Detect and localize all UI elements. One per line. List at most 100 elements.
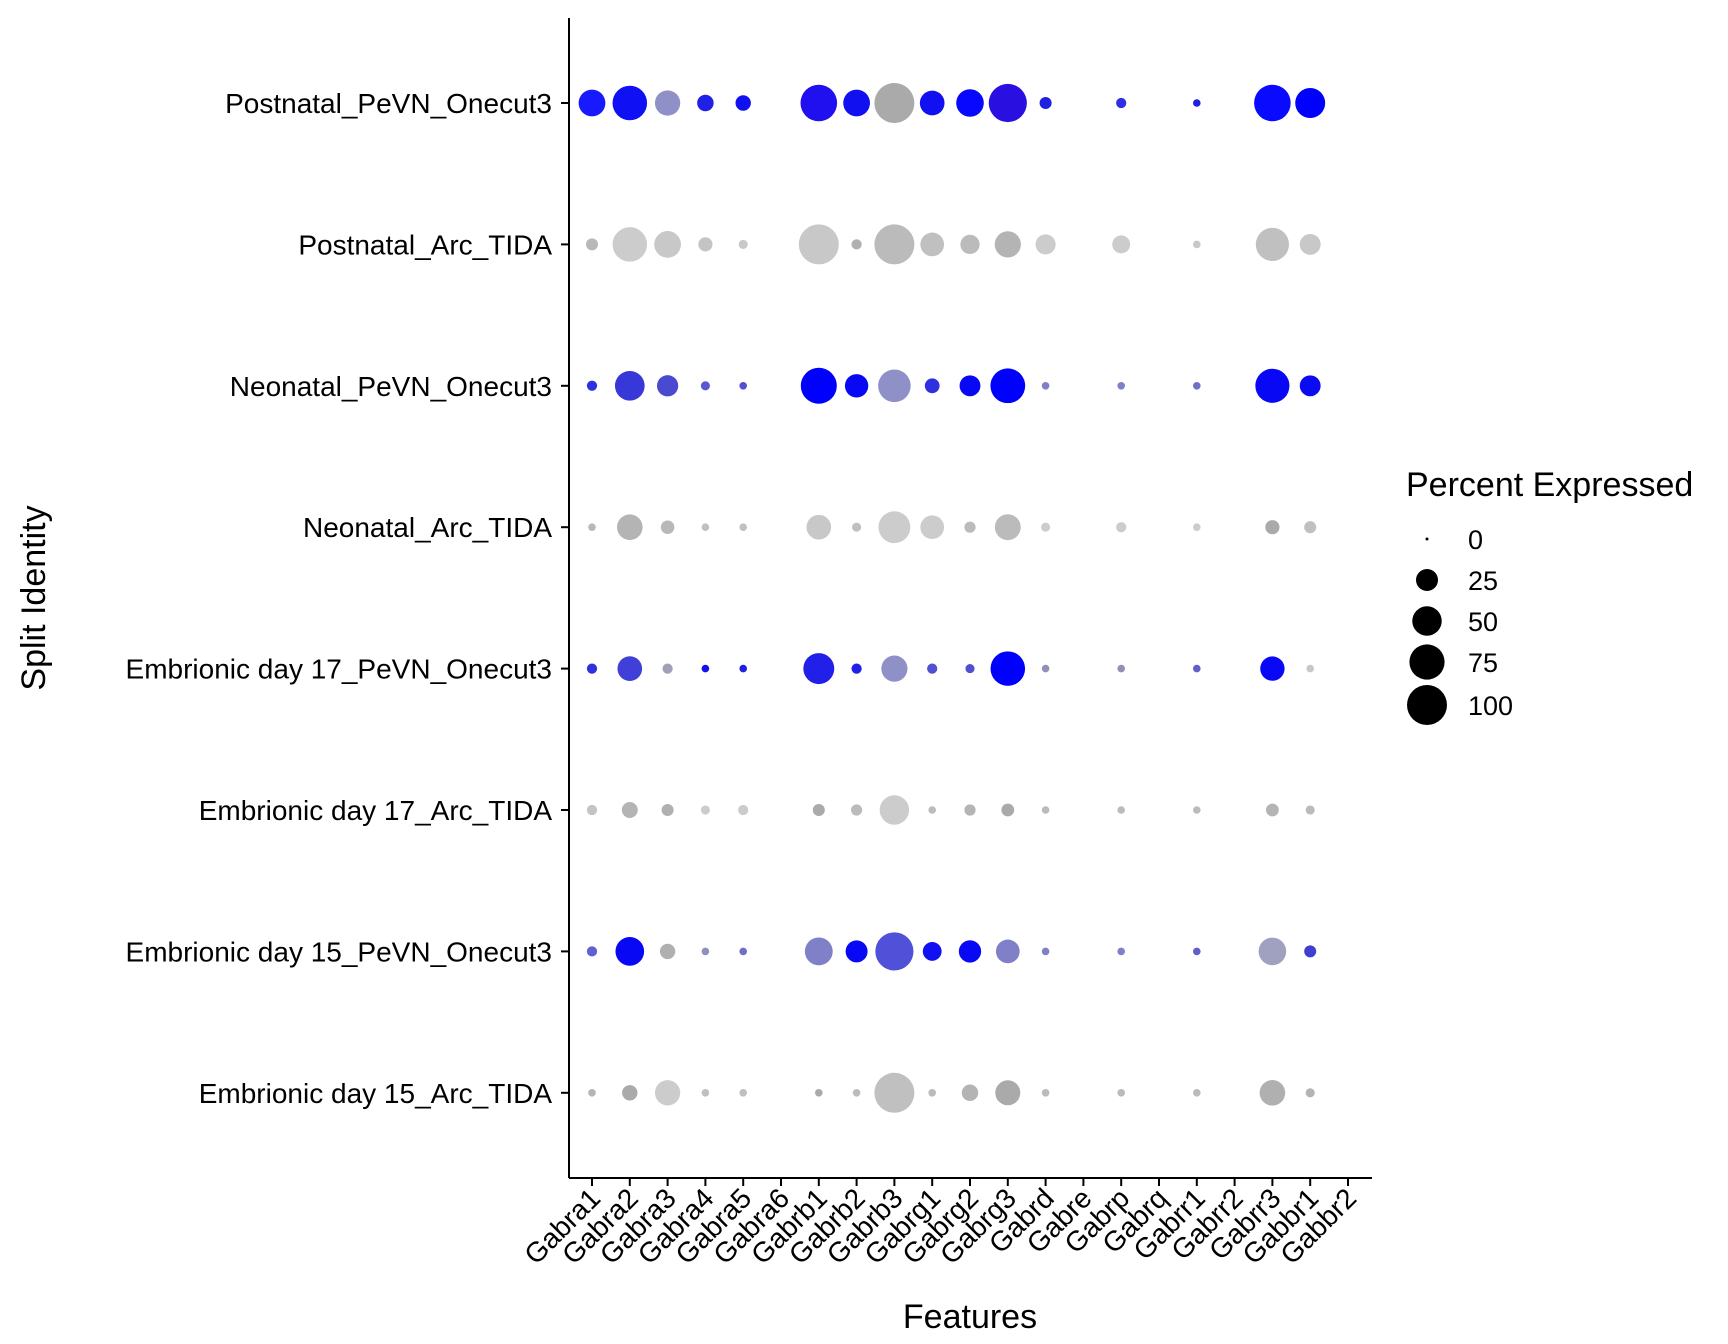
dot-Embrionic-day-15_Arc_TIDA-Gabrr1 xyxy=(1193,1089,1201,1097)
dot-Neonatal_Arc_TIDA-Gabrg3 xyxy=(994,514,1021,541)
dot-Embrionic-day-15_PeVN_Onecut3-Gabrg3 xyxy=(995,939,1020,964)
dot-Postnatal_PeVN_Onecut3-Gabrb3 xyxy=(874,83,915,123)
dot-Embrionic-day-15_Arc_TIDA-Gabrg2 xyxy=(961,1084,979,1102)
legend-title: Percent Expressed xyxy=(1406,466,1693,504)
dot-Postnatal_Arc_TIDA-Gabrb2 xyxy=(851,239,862,250)
dot-Postnatal_PeVN_Onecut3-Gabrg3 xyxy=(988,83,1027,123)
dot-Postnatal_Arc_TIDA-Gabra2 xyxy=(612,227,648,262)
dot-Embrionic-day-17_Arc_TIDA-Gabrr3 xyxy=(1265,803,1279,817)
dot-Embrionic-day-17_Arc_TIDA-Gabrr1 xyxy=(1193,806,1201,814)
dot-Embrionic-day-15_Arc_TIDA-Gabra4 xyxy=(701,1089,710,1097)
y-tick-label: Embrionic day 17_Arc_TIDA xyxy=(199,795,553,826)
dot-Embrionic-day-17_PeVN_Onecut3-Gabra4 xyxy=(701,664,710,673)
dot-Postnatal_Arc_TIDA-Gabra5 xyxy=(738,239,748,249)
dot-Neonatal_PeVN_Onecut3-Gabrp xyxy=(1117,382,1125,390)
dot-Postnatal_Arc_TIDA-Gabrd xyxy=(1035,234,1056,255)
dot-Postnatal_PeVN_Onecut3-Gabra3 xyxy=(654,90,681,116)
dot-Embrionic-day-17_Arc_TIDA-Gabra3 xyxy=(661,803,674,817)
dot-Neonatal_PeVN_Onecut3-Gabrd xyxy=(1041,382,1050,390)
dot-Embrionic-day-15_Arc_TIDA-Gabrg1 xyxy=(928,1089,936,1097)
dot-Embrionic-day-17_Arc_TIDA-Gabra4 xyxy=(700,805,710,815)
dot-Embrionic-day-15_PeVN_Onecut3-Gabrp xyxy=(1117,947,1125,956)
dot-Postnatal_Arc_TIDA-Gabrg1 xyxy=(920,232,945,257)
legend-dot xyxy=(1412,606,1442,636)
dot-Embrionic-day-17_PeVN_Onecut3-Gabrd xyxy=(1041,664,1050,673)
dot-Postnatal_PeVN_Onecut3-Gabrg2 xyxy=(956,89,984,117)
dot-Postnatal_Arc_TIDA-Gabrr1 xyxy=(1193,240,1201,249)
dot-Neonatal_PeVN_Onecut3-Gabrg2 xyxy=(959,375,981,397)
dot-Embrionic-day-15_PeVN_Onecut3-Gabra3 xyxy=(659,943,676,960)
dot-Embrionic-day-15_Arc_TIDA-Gabrd xyxy=(1041,1089,1050,1097)
dot-Neonatal_Arc_TIDA-Gabrp xyxy=(1116,522,1127,533)
dot-Postnatal_Arc_TIDA-Gabra3 xyxy=(654,231,681,258)
dot-Postnatal_Arc_TIDA-Gabrp xyxy=(1112,235,1131,254)
legend-label: 50 xyxy=(1468,607,1498,637)
dot-Embrionic-day-15_PeVN_Onecut3-Gabra1 xyxy=(586,946,598,957)
dot-Neonatal_Arc_TIDA-Gabra2 xyxy=(617,514,643,540)
dot-Embrionic-day-17_PeVN_Onecut3-Gabrb2 xyxy=(851,663,862,674)
x-tick-layer: Gabra1Gabra2Gabra3Gabra4Gabra5Gabra6Gabr… xyxy=(518,1178,1362,1270)
dot-Postnatal_PeVN_Onecut3-Gabrb2 xyxy=(843,89,870,117)
dot-Postnatal_PeVN_Onecut3-Gabra4 xyxy=(697,94,714,112)
legend-label: 25 xyxy=(1468,566,1498,596)
dot-Neonatal_Arc_TIDA-Gabra4 xyxy=(701,523,710,531)
dot-Postnatal_PeVN_Onecut3-Gabrp xyxy=(1116,97,1127,109)
dot-Postnatal_PeVN_Onecut3-Gabrb1 xyxy=(800,84,838,122)
dot-Postnatal_Arc_TIDA-Gabra1 xyxy=(585,238,599,251)
dot-Embrionic-day-17_Arc_TIDA-Gabrg1 xyxy=(928,806,936,814)
dot-Embrionic-day-17_PeVN_Onecut3-Gabra1 xyxy=(586,663,598,674)
legend-label: 100 xyxy=(1468,691,1513,721)
dot-Embrionic-day-15_PeVN_Onecut3-Gabbr1 xyxy=(1304,945,1317,958)
dot-Embrionic-day-17_PeVN_Onecut3-Gabrg2 xyxy=(965,664,975,674)
dot-Neonatal_Arc_TIDA-Gabra5 xyxy=(739,523,747,531)
dot-Embrionic-day-17_PeVN_Onecut3-Gabra5 xyxy=(739,664,747,673)
dot-Embrionic-day-15_Arc_TIDA-Gabbr1 xyxy=(1305,1088,1315,1098)
dot-Neonatal_Arc_TIDA-Gabrr3 xyxy=(1265,520,1280,535)
legend-label: 0 xyxy=(1468,525,1483,555)
dot-Embrionic-day-17_PeVN_Onecut3-Gabra3 xyxy=(662,663,673,674)
dot-Embrionic-day-17_PeVN_Onecut3-Gabrb3 xyxy=(881,655,908,682)
x-axis-title: Features xyxy=(903,1298,1037,1336)
dot-Neonatal_Arc_TIDA-Gabrd xyxy=(1041,522,1051,532)
dot-Neonatal_PeVN_Onecut3-Gabrg1 xyxy=(924,378,940,394)
dot-Embrionic-day-15_Arc_TIDA-Gabra3 xyxy=(654,1080,681,1106)
legend-dot xyxy=(1425,537,1429,541)
dot-Neonatal_PeVN_Onecut3-Gabrr1 xyxy=(1193,382,1201,390)
y-axis-title: Split Identity xyxy=(15,505,53,690)
dot-Postnatal_PeVN_Onecut3-Gabra2 xyxy=(612,85,648,121)
dot-Embrionic-day-17_PeVN_Onecut3-Gabrp xyxy=(1117,664,1125,673)
legend-dot xyxy=(1409,644,1445,680)
dot-Postnatal_PeVN_Onecut3-Gabrg1 xyxy=(919,90,945,116)
dot-Neonatal_PeVN_Onecut3-Gabrb2 xyxy=(844,374,869,398)
dot-Embrionic-day-15_PeVN_Onecut3-Gabra2 xyxy=(615,937,645,966)
legend-dot xyxy=(1416,569,1438,591)
dot-Embrionic-day-17_PeVN_Onecut3-Gabrg3 xyxy=(990,651,1026,686)
dot-Embrionic-day-15_Arc_TIDA-Gabra5 xyxy=(739,1089,747,1097)
dot-Neonatal_PeVN_Onecut3-Gabrg3 xyxy=(990,368,1026,404)
dot-Embrionic-day-15_PeVN_Onecut3-Gabrb3 xyxy=(875,932,914,971)
dot-Neonatal_Arc_TIDA-Gabrr1 xyxy=(1193,523,1201,531)
y-tick-label: Postnatal_Arc_TIDA xyxy=(298,229,552,260)
legend-label: 75 xyxy=(1468,648,1498,678)
dot-Neonatal_Arc_TIDA-Gabra1 xyxy=(588,523,596,531)
dot-Neonatal_Arc_TIDA-Gabra3 xyxy=(660,520,675,534)
dot-Embrionic-day-17_Arc_TIDA-Gabrb1 xyxy=(812,803,825,817)
dot-Embrionic-day-15_Arc_TIDA-Gabrp xyxy=(1117,1089,1125,1097)
dot-Embrionic-day-17_Arc_TIDA-Gabrb2 xyxy=(851,804,863,816)
dot-Embrionic-day-15_PeVN_Onecut3-Gabra4 xyxy=(701,947,710,956)
dot-Embrionic-day-15_PeVN_Onecut3-Gabrg1 xyxy=(922,941,942,961)
dot-Postnatal_PeVN_Onecut3-Gabra5 xyxy=(735,95,751,111)
dot-Postnatal_PeVN_Onecut3-Gabbr1 xyxy=(1295,88,1326,118)
dot-Postnatal_Arc_TIDA-Gabrb3 xyxy=(874,224,915,265)
dot-Embrionic-day-15_Arc_TIDA-Gabrb1 xyxy=(815,1089,823,1097)
dot-Postnatal_Arc_TIDA-Gabrg3 xyxy=(994,231,1021,258)
dot-Embrionic-day-17_PeVN_Onecut3-Gabrr3 xyxy=(1260,656,1285,681)
dot-Embrionic-day-15_Arc_TIDA-Gabrg3 xyxy=(995,1080,1021,1106)
dot-Embrionic-day-15_Arc_TIDA-Gabra2 xyxy=(622,1085,638,1101)
y-tick-layer: Postnatal_PeVN_Onecut3 Postnatal_Arc_TIDA… xyxy=(126,88,569,1109)
dot-Embrionic-day-15_PeVN_Onecut3-Gabra5 xyxy=(739,947,747,956)
y-tick-label: Postnatal_PeVN_Onecut3 xyxy=(225,88,552,119)
dot-Embrionic-day-15_Arc_TIDA-Gabrb2 xyxy=(852,1089,861,1097)
dot-Embrionic-day-17_Arc_TIDA-Gabrd xyxy=(1041,806,1050,814)
